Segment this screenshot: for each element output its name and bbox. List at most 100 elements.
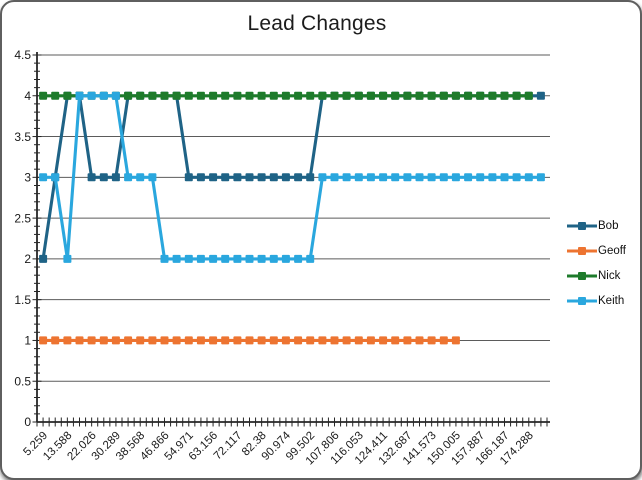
- series-marker-nick: [451, 91, 460, 100]
- y-tick-label: 0.5: [14, 374, 31, 388]
- series-marker-geoff: [427, 336, 436, 345]
- series-marker-keith: [524, 173, 533, 182]
- series-marker-keith: [451, 173, 460, 182]
- series-marker-nick: [488, 91, 497, 100]
- series-marker-keith: [354, 173, 363, 182]
- series-marker-keith: [39, 173, 48, 182]
- series-marker-keith: [306, 254, 315, 263]
- series-marker-keith: [111, 91, 120, 100]
- series-marker-bob: [87, 173, 96, 182]
- series-marker-geoff: [294, 336, 303, 345]
- series-marker-nick: [245, 91, 254, 100]
- legend-item-geoff: Geoff: [567, 238, 626, 263]
- series-marker-keith: [233, 254, 242, 263]
- series-marker-nick: [184, 91, 193, 100]
- series-marker-keith: [403, 173, 412, 182]
- series-marker-geoff: [403, 336, 412, 345]
- y-tick-label: 0: [24, 415, 31, 429]
- series-marker-keith: [415, 173, 424, 182]
- series-marker-nick: [124, 91, 133, 100]
- series-marker-bob: [184, 173, 193, 182]
- legend: Bob Geoff Nick Keith: [567, 213, 626, 313]
- series-marker-keith: [512, 173, 521, 182]
- series-marker-geoff: [39, 336, 48, 345]
- series-marker-nick: [524, 91, 533, 100]
- x-tick-label: 72.117: [212, 430, 245, 463]
- y-tick-label: 1.5: [14, 293, 31, 307]
- series-marker-bob: [221, 173, 230, 182]
- series-marker-nick: [403, 91, 412, 100]
- series-marker-keith: [536, 173, 545, 182]
- legend-item-keith: Keith: [567, 288, 626, 313]
- series-marker-nick: [294, 91, 303, 100]
- series-marker-geoff: [330, 336, 339, 345]
- series-marker-keith: [124, 173, 133, 182]
- series-marker-bob: [111, 173, 120, 182]
- series-marker-geoff: [160, 336, 169, 345]
- series-marker-nick: [354, 91, 363, 100]
- series-marker-nick: [427, 91, 436, 100]
- series-marker-nick: [415, 91, 424, 100]
- series-marker-bob: [245, 173, 254, 182]
- series-marker-nick: [306, 91, 315, 100]
- series-marker-keith: [209, 254, 218, 263]
- series-marker-keith: [172, 254, 181, 263]
- legend-label: Keith: [598, 294, 625, 307]
- series-marker-geoff: [391, 336, 400, 345]
- series-marker-keith: [488, 173, 497, 182]
- series-marker-nick: [379, 91, 388, 100]
- series-marker-nick: [257, 91, 266, 100]
- series-marker-geoff: [318, 336, 327, 345]
- series-marker-nick: [51, 91, 60, 100]
- series-marker-keith: [196, 254, 205, 263]
- series-marker-keith: [99, 91, 108, 100]
- legend-marker: [578, 296, 586, 305]
- series-marker-geoff: [281, 336, 290, 345]
- series-marker-nick: [366, 91, 375, 100]
- series-marker-geoff: [306, 336, 315, 345]
- series-marker-nick: [148, 91, 157, 100]
- y-tick-label: 4.5: [14, 48, 31, 62]
- series-marker-nick: [209, 91, 218, 100]
- series-marker-keith: [87, 91, 96, 100]
- series-marker-nick: [136, 91, 145, 100]
- series-marker-nick: [476, 91, 485, 100]
- series-marker-keith: [366, 173, 375, 182]
- series-marker-keith: [330, 173, 339, 182]
- series-marker-keith: [75, 91, 84, 100]
- series-marker-geoff: [51, 336, 60, 345]
- legend-swatch-icon: [567, 246, 597, 255]
- y-tick-label: 3.5: [14, 130, 31, 144]
- legend-marker: [578, 271, 586, 280]
- series-marker-bob: [233, 173, 242, 182]
- series-marker-keith: [439, 173, 448, 182]
- series-marker-bob: [294, 173, 303, 182]
- series-marker-nick: [269, 91, 278, 100]
- y-tick-label: 2: [24, 252, 31, 266]
- series-marker-keith: [294, 254, 303, 263]
- series-marker-nick: [500, 91, 509, 100]
- series-marker-geoff: [269, 336, 278, 345]
- legend-label: Nick: [598, 269, 621, 282]
- series-marker-keith: [269, 254, 278, 263]
- series-marker-nick: [160, 91, 169, 100]
- series-marker-geoff: [257, 336, 266, 345]
- legend-swatch-icon: [567, 221, 597, 230]
- y-tick-label: 4: [24, 89, 31, 103]
- series-marker-bob: [209, 173, 218, 182]
- legend-marker: [578, 246, 586, 255]
- series-marker-bob: [257, 173, 266, 182]
- series-marker-nick: [172, 91, 181, 100]
- series-marker-nick: [233, 91, 242, 100]
- series-marker-bob: [39, 254, 48, 263]
- series-marker-nick: [318, 91, 327, 100]
- series-marker-keith: [63, 254, 72, 263]
- series-marker-keith: [318, 173, 327, 182]
- series-marker-geoff: [63, 336, 72, 345]
- y-tick-label: 2.5: [14, 211, 31, 225]
- legend-item-bob: Bob: [567, 213, 626, 238]
- series-marker-bob: [536, 91, 545, 100]
- y-tick-label: 1: [24, 334, 31, 348]
